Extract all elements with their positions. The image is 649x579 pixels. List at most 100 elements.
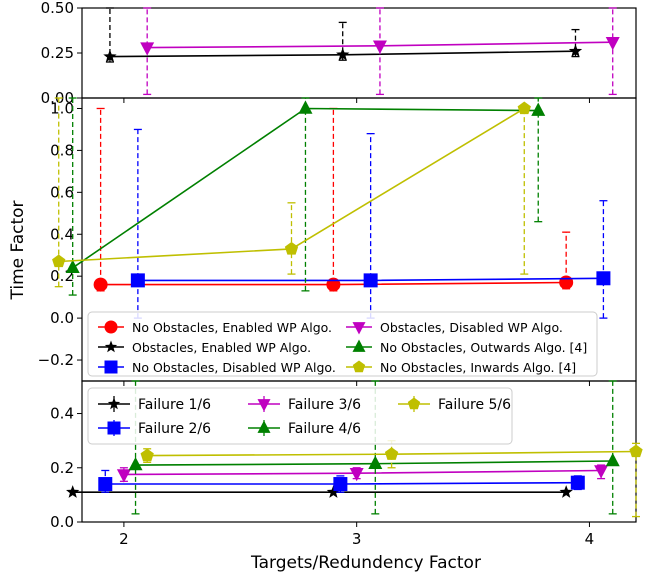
data-point [368, 455, 383, 469]
legend-marker [352, 339, 366, 352]
data-point [103, 49, 117, 63]
y-tick-label: 1.0 [50, 99, 74, 117]
y-axis-title: Time Factor [8, 200, 28, 300]
legend-label: No Obstacles, Outwards Algo. [4] [380, 340, 587, 355]
x-tick-label: 3 [352, 530, 362, 548]
series-f2 [98, 469, 585, 493]
legend-label: Failure 1/6 [138, 397, 211, 413]
data-point [594, 465, 609, 479]
legend-label: No Obstacles, Inwards Algo. [4] [380, 360, 576, 375]
legend-box [87, 387, 513, 445]
legend: Failure 1/6 Failure 2/6 Failure 3/6 Failure… [87, 387, 513, 445]
legend-entry: No Obstacles, Inwards Algo. [4] [346, 360, 576, 375]
series-line [72, 107, 539, 269]
data-point [372, 40, 387, 54]
data-point [98, 477, 113, 492]
legend-box [87, 311, 598, 377]
series-f3 [116, 464, 609, 483]
data-point [559, 485, 573, 498]
panel-middle: −0.20.00.20.40.60.81.0No Obstacles, Enab… [38, 97, 637, 386]
series-line [123, 469, 602, 476]
x-tick-label: 4 [585, 530, 595, 548]
data-point [570, 475, 585, 490]
legend-entry: Failure 2/6 [98, 420, 211, 437]
data-point [140, 42, 155, 56]
series-noobs_inwards [52, 97, 531, 288]
series-obs_disabled [140, 7, 620, 96]
data-point [93, 277, 108, 292]
series-obs_enabled [103, 7, 583, 63]
series-noobs_enabled [93, 107, 574, 292]
legend-marker [107, 421, 121, 435]
y-tick-label: 0.0 [50, 309, 74, 327]
legend-marker [104, 360, 118, 374]
data-point [66, 485, 80, 498]
data-point [605, 452, 620, 467]
data-point [128, 457, 143, 471]
data-point [363, 273, 378, 288]
legend-entry: Failure 5/6 [398, 396, 511, 413]
data-point [559, 275, 574, 290]
y-tick-label: 0.6 [50, 183, 74, 201]
legend-label: Failure 4/6 [288, 421, 361, 437]
legend-entry: Failure 4/6 [248, 420, 361, 437]
y-tick-label: 0.50 [41, 0, 74, 17]
y-tick-label: 0.4 [50, 405, 74, 423]
data-point [65, 259, 80, 274]
legend-marker [352, 360, 366, 373]
legend-entry: No Obstacles, Outwards Algo. [4] [346, 339, 587, 355]
legend-label: Failure 3/6 [288, 397, 361, 413]
data-point [336, 47, 350, 61]
data-point [384, 447, 399, 460]
series-f5 [140, 440, 643, 518]
data-point [333, 477, 348, 492]
data-point [284, 241, 299, 255]
y-tick-label: 0.2 [50, 459, 74, 477]
legend-entry: Obstacles, Enabled WP Algo. [98, 340, 311, 355]
series-f1 [66, 485, 573, 498]
data-point [52, 254, 66, 268]
axes-frame [81, 7, 637, 99]
legend-marker [407, 397, 421, 410]
data-point [605, 36, 620, 51]
legend-entry: No Obstacles, Enabled WP Algo. [98, 320, 332, 335]
legend-marker [104, 340, 118, 353]
legend-entry: Obstacles, Disabled WP Algo. [346, 320, 563, 335]
legend-marker [352, 322, 366, 335]
data-point [298, 100, 313, 114]
y-tick-label: 0.25 [41, 44, 74, 62]
legend-marker [107, 397, 121, 410]
y-tick-label: 0.8 [50, 141, 74, 159]
legend-marker [257, 420, 271, 433]
x-axis-title: Targets/Redundency Factor [250, 553, 481, 573]
y-tick-label: −0.2 [38, 351, 74, 369]
series-f4 [128, 380, 620, 515]
panel-top: 0.000.250.50 [41, 0, 637, 107]
legend: No Obstacles, Enabled WP Algo. Obstacles,… [87, 311, 598, 377]
legend-label: Obstacles, Disabled WP Algo. [380, 320, 563, 335]
legend-label: Obstacles, Enabled WP Algo. [132, 340, 311, 355]
x-tick-label: 2 [119, 530, 129, 548]
series-noobs_disabled [130, 128, 611, 319]
data-point [568, 44, 583, 57]
data-point [531, 102, 546, 116]
data-point [116, 469, 131, 483]
legend-entry: Failure 1/6 [98, 396, 211, 413]
legend-entry: Failure 3/6 [248, 396, 361, 413]
data-point [130, 273, 145, 288]
legend-marker [104, 320, 118, 334]
legend-marker [257, 399, 271, 412]
legend-entry: No Obstacles, Disabled WP Algo. [98, 360, 336, 375]
data-point [140, 448, 154, 462]
data-point [596, 271, 611, 286]
data-point [517, 101, 531, 115]
legend-label: No Obstacles, Enabled WP Algo. [132, 320, 332, 335]
legend-label: Failure 5/6 [438, 397, 511, 413]
legend-label: No Obstacles, Disabled WP Algo. [132, 360, 336, 375]
data-point [629, 444, 643, 458]
data-point [349, 467, 364, 482]
series-noobs_outwards [65, 97, 546, 296]
legend-label: Failure 2/6 [138, 421, 211, 437]
